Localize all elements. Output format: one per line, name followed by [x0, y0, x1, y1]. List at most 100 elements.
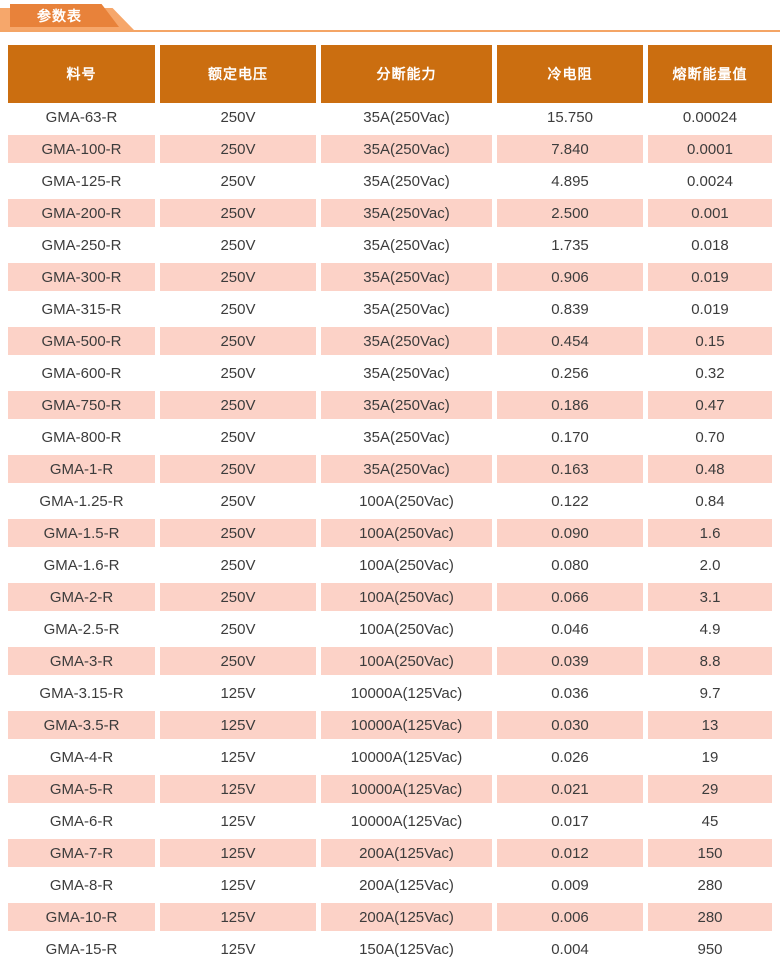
- table-row: GMA-6-R 125V 10000A(125Vac) 0.017 45: [8, 807, 772, 835]
- table-cell: 3.1: [648, 583, 772, 611]
- table-cell: GMA-100-R: [8, 135, 155, 163]
- table-cell: 19: [701, 748, 719, 766]
- table-row: GMA-200-R 250V 35A(250Vac) 2.500 0.001: [8, 199, 772, 227]
- table-row: GMA-1.5-R 250V 100A(250Vac) 0.090 1.6: [8, 519, 772, 547]
- table-cell: 280: [697, 876, 723, 894]
- table-cell: 100A(250Vac): [359, 620, 454, 638]
- table-cell: GMA-2.5-R: [43, 620, 120, 638]
- table-header-row: 料号 额定电压 分断能力 冷电阻 熔断能量值: [8, 45, 772, 103]
- table-cell: 950: [697, 940, 723, 958]
- table-cell: GMA-5-R: [8, 775, 155, 803]
- table-cell: 0.019: [691, 300, 729, 318]
- table-cell: 250V: [160, 583, 316, 611]
- table-cell: 0.70: [695, 428, 725, 446]
- table-cell: 125V: [220, 940, 256, 958]
- table-cell: 0.48: [648, 455, 772, 483]
- table-cell: 100A(250Vac): [321, 647, 492, 675]
- table-cell: 0.00024: [682, 108, 738, 126]
- table-row: GMA-3.15-R 125V 10000A(125Vac) 0.036 9.7: [8, 679, 772, 707]
- table-cell: 35A(250Vac): [363, 108, 450, 126]
- table-row: GMA-250-R 250V 35A(250Vac) 1.735 0.018: [8, 231, 772, 259]
- table-cell: 280: [648, 903, 772, 931]
- table-cell: 100A(250Vac): [359, 556, 454, 574]
- section-header: 参数表: [0, 0, 780, 32]
- table-cell: 0.454: [497, 327, 643, 355]
- table-cell: GMA-6-R: [49, 812, 114, 830]
- table-cell: 0.15: [648, 327, 772, 355]
- table-cell: GMA-3.5-R: [8, 711, 155, 739]
- table-cell: GMA-500-R: [8, 327, 155, 355]
- table-cell: 35A(250Vac): [321, 455, 492, 483]
- table-cell: GMA-750-R: [8, 391, 155, 419]
- table-cell: 0.018: [691, 236, 729, 254]
- table-cell: 10000A(125Vac): [350, 684, 463, 702]
- table-cell: GMA-3-R: [8, 647, 155, 675]
- table-cell: 0.906: [497, 263, 643, 291]
- table-row: GMA-3-R 250V 100A(250Vac) 0.039 8.8: [8, 647, 772, 675]
- table-cell: 13: [648, 711, 772, 739]
- table-cell: 0.122: [551, 492, 589, 510]
- table-cell: 10000A(125Vac): [321, 711, 492, 739]
- table-row: GMA-100-R 250V 35A(250Vac) 7.840 0.0001: [8, 135, 772, 163]
- table-cell: GMA-250-R: [41, 236, 122, 254]
- table-cell: 150A(125Vac): [359, 940, 454, 958]
- table-row: GMA-10-R 125V 200A(125Vac) 0.006 280: [8, 903, 772, 931]
- table-cell: 0.839: [551, 300, 589, 318]
- table-cell: 35A(250Vac): [363, 428, 450, 446]
- table-row: GMA-1-R 250V 35A(250Vac) 0.163 0.48: [8, 455, 772, 483]
- table-cell: GMA-800-R: [41, 428, 122, 446]
- table-row: GMA-500-R 250V 35A(250Vac) 0.454 0.15: [8, 327, 772, 355]
- table-row: GMA-4-R 125V 10000A(125Vac) 0.026 19: [8, 743, 772, 771]
- table-row: GMA-315-R 250V 35A(250Vac) 0.839 0.019: [8, 295, 772, 323]
- table-cell: 35A(250Vac): [363, 236, 450, 254]
- table-cell: 250V: [220, 556, 256, 574]
- table-cell: 125V: [220, 812, 256, 830]
- table-cell: 35A(250Vac): [363, 364, 450, 382]
- table-cell: 2.0: [699, 556, 721, 574]
- table-cell: 10000A(125Vac): [350, 748, 463, 766]
- table-cell: GMA-8-R: [49, 876, 114, 894]
- table-cell: 200A(125Vac): [321, 839, 492, 867]
- table-cell: 0.046: [551, 620, 589, 638]
- table-cell: 125V: [220, 684, 256, 702]
- table-cell: 10000A(125Vac): [350, 812, 463, 830]
- table-cell: 0.090: [497, 519, 643, 547]
- table-cell: GMA-300-R: [8, 263, 155, 291]
- table-row: GMA-600-R 250V 35A(250Vac) 0.256 0.32: [8, 359, 772, 387]
- table-cell: 250V: [160, 199, 316, 227]
- table-cell: GMA-1.5-R: [8, 519, 155, 547]
- tab-underline: [0, 30, 780, 32]
- table-cell: 35A(250Vac): [321, 263, 492, 291]
- table-cell: 0.256: [551, 364, 589, 382]
- table-cell: GMA-1.6-R: [43, 556, 120, 574]
- table-cell: 35A(250Vac): [363, 300, 450, 318]
- table-cell: 250V: [160, 455, 316, 483]
- table-cell: 250V: [160, 327, 316, 355]
- table-cell: GMA-125-R: [41, 172, 122, 190]
- table-cell: 35A(250Vac): [321, 327, 492, 355]
- table-cell: 0.017: [551, 812, 589, 830]
- table-cell: 7.840: [497, 135, 643, 163]
- table-cell: 0.039: [497, 647, 643, 675]
- table-cell: 250V: [220, 620, 256, 638]
- column-header: 分断能力: [321, 45, 492, 103]
- table-cell: 0.32: [695, 364, 725, 382]
- table-cell: 125V: [160, 775, 316, 803]
- table-cell: GMA-200-R: [8, 199, 155, 227]
- table-cell: 150: [648, 839, 772, 867]
- table-row: GMA-3.5-R 125V 10000A(125Vac) 0.030 13: [8, 711, 772, 739]
- table-cell: 0.030: [497, 711, 643, 739]
- table-cell: 250V: [160, 647, 316, 675]
- table-cell: 250V: [160, 391, 316, 419]
- table-cell: 45: [701, 812, 719, 830]
- table-cell: 0.080: [551, 556, 589, 574]
- table-cell: GMA-10-R: [8, 903, 155, 931]
- table-row: GMA-8-R 125V 200A(125Vac) 0.009 280: [8, 871, 772, 899]
- table-cell: GMA-315-R: [41, 300, 122, 318]
- table-cell: 250V: [220, 236, 256, 254]
- table-cell: GMA-15-R: [45, 940, 118, 958]
- table-cell: 125V: [220, 876, 256, 894]
- table-cell: 200A(125Vac): [359, 876, 454, 894]
- table-cell: 250V: [220, 428, 256, 446]
